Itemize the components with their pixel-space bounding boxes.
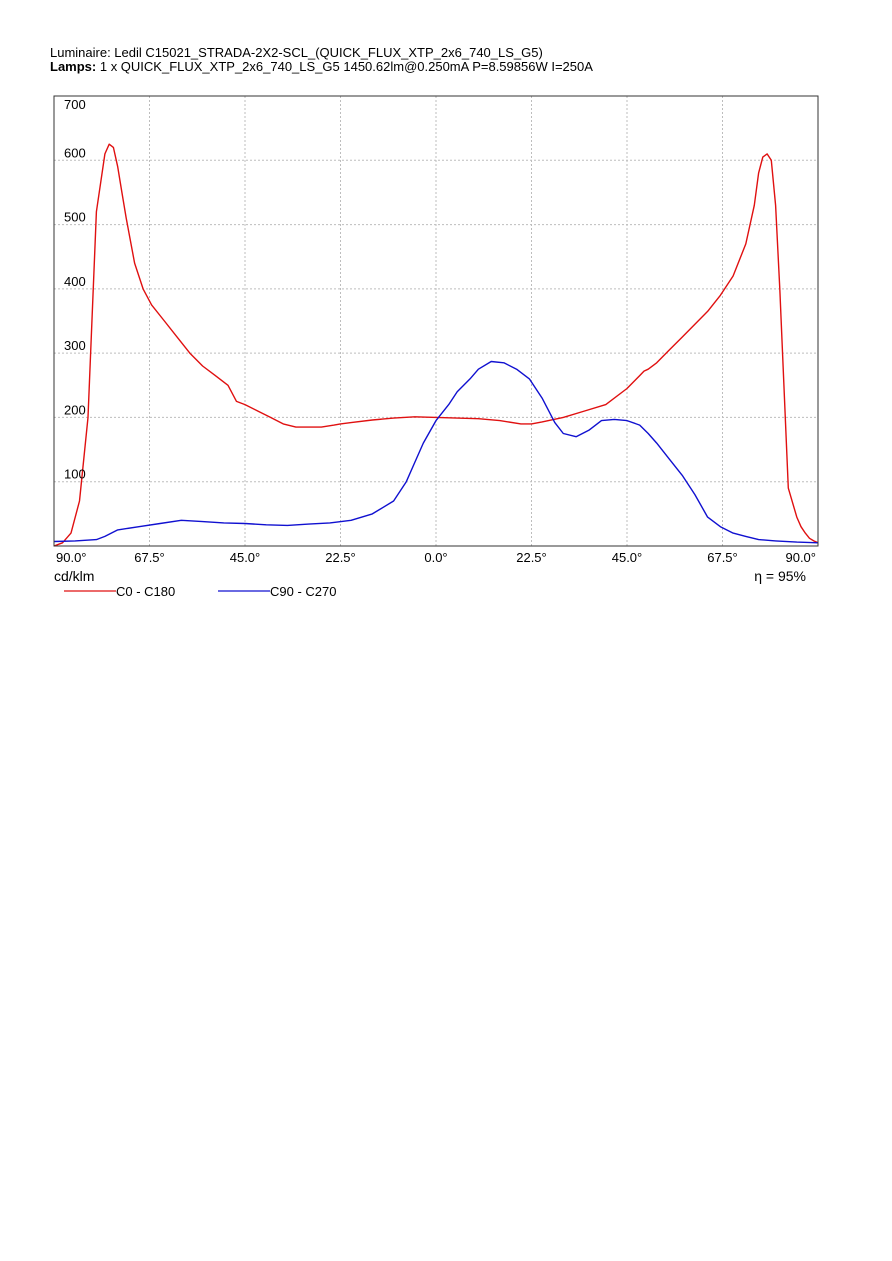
luminaire-title: Luminaire: Ledil C15021_STRADA-2X2-SCL_(… <box>50 45 543 60</box>
series-line-2 <box>53 360 819 544</box>
legend: C0 - C180 C90 - C270 <box>64 584 336 599</box>
y-tick-label: 400 <box>64 274 86 289</box>
y-tick-label: 300 <box>64 338 86 353</box>
x-tick-labels: 90.0° 67.5° 45.0° 22.5° 0.0° 22.5° 45.0° 67.5° 9… <box>56 550 816 565</box>
legend-label-2: C90 - C270 <box>270 584 336 599</box>
lamps-label: Lamps: <box>50 59 97 74</box>
plot-frame <box>53 95 819 547</box>
legend-label-1: C0 - C180 <box>116 584 175 599</box>
y-tick-label: 500 <box>64 210 86 225</box>
x-tick-label: 45.0° <box>230 550 261 565</box>
series-line-1 <box>53 143 819 547</box>
x-tick-label: 22.5° <box>516 550 547 565</box>
x-tick-label: 45.0° <box>612 550 643 565</box>
unit-label: cd/klm <box>54 568 94 584</box>
x-tick-label: 67.5° <box>134 550 165 565</box>
x-tick-label: 90.0° <box>56 550 87 565</box>
x-tick-label: 0.0° <box>424 550 447 565</box>
x-tick-label: 22.5° <box>325 550 356 565</box>
x-tick-label: 90.0° <box>785 550 816 565</box>
y-tick-label: 100 <box>64 467 86 482</box>
lamps-value: 1 x QUICK_FLUX_XTP_2x6_740_LS_G5 1450.62… <box>96 59 593 74</box>
intensity-chart: 100 200 300 400 500 600 700 90.0° 67.5° 45.0° 22.… <box>53 95 819 599</box>
efficiency-label: η = 95% <box>754 568 806 584</box>
y-tick-labels: 100 200 300 400 500 600 700 <box>64 97 86 482</box>
series-layer <box>53 143 819 547</box>
y-tick-label: 200 <box>64 402 86 417</box>
grid <box>54 96 818 546</box>
y-tick-label: 700 <box>64 97 86 112</box>
y-tick-label: 600 <box>64 145 86 160</box>
x-tick-label: 67.5° <box>707 550 738 565</box>
lamps-line: Lamps: 1 x QUICK_FLUX_XTP_2x6_740_LS_G5 … <box>50 60 593 74</box>
